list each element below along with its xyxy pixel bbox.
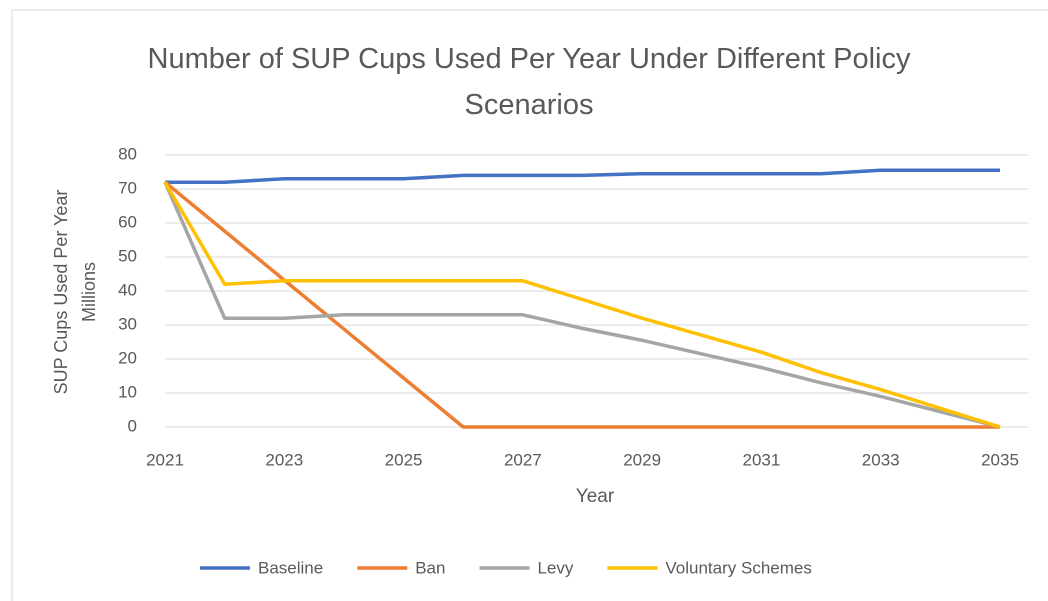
- y-tick-label: 10: [118, 382, 137, 401]
- chart-title: Number of SUP Cups Used Per Year Under D…: [147, 43, 911, 121]
- y-tick-label: 80: [118, 144, 137, 163]
- series-line: [163, 180, 1000, 429]
- y-tick-label: 0: [128, 416, 137, 435]
- x-tick-label: 2033: [862, 450, 900, 469]
- x-tick-label: 2029: [623, 450, 661, 469]
- x-tick-label: 2025: [385, 450, 423, 469]
- x-tick-label: 2031: [743, 450, 781, 469]
- x-tick-label: 2023: [265, 450, 303, 469]
- y-tick-label: 20: [118, 348, 137, 367]
- legend-label: Levy: [537, 558, 573, 577]
- y-tick-label: 40: [118, 280, 137, 299]
- y-axis-title: SUP Cups Used Per Year: [51, 190, 71, 395]
- y-axis-units: Millions: [79, 262, 99, 322]
- chart-border: [11, 9, 1048, 601]
- series-line: [163, 181, 1001, 429]
- legend-label: Ban: [415, 558, 445, 577]
- y-tick-label: 60: [118, 212, 137, 231]
- series-line: [163, 181, 1001, 429]
- x-tick-label: 2035: [981, 450, 1019, 469]
- x-axis-title: Year: [576, 486, 615, 507]
- x-tick-label: 2027: [504, 450, 542, 469]
- y-tick-label: 30: [118, 314, 137, 333]
- legend-label: Baseline: [258, 558, 323, 577]
- y-tick-label: 50: [118, 246, 137, 265]
- legend-label: Voluntary Schemes: [665, 558, 811, 577]
- y-tick-label: 70: [118, 178, 137, 197]
- series-line: [165, 168, 1000, 184]
- x-tick-label: 2021: [146, 450, 184, 469]
